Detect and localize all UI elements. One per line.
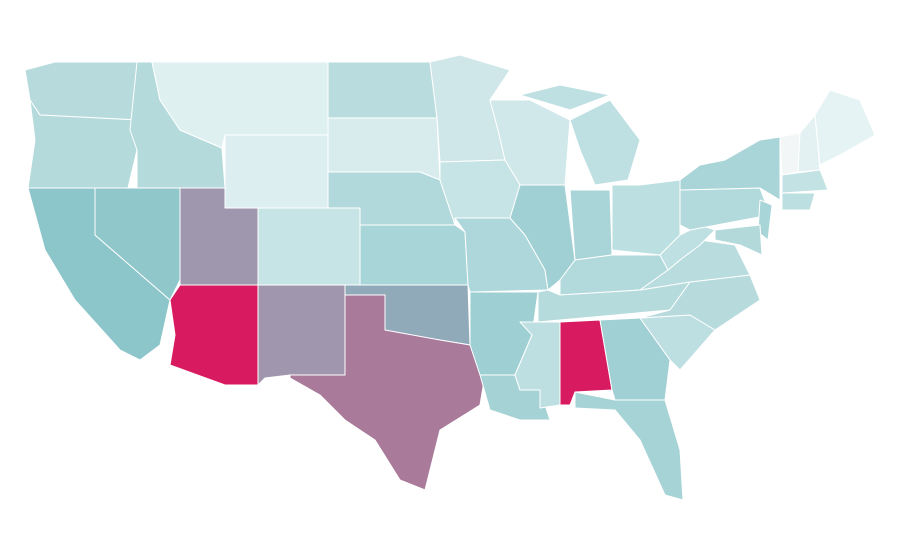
region	[569, 99, 641, 186]
region	[611, 179, 681, 256]
region	[781, 192, 816, 211]
region	[224, 134, 329, 209]
region	[327, 61, 438, 119]
region	[659, 224, 716, 271]
region	[679, 187, 771, 231]
region	[169, 284, 259, 386]
region	[779, 132, 801, 176]
region	[439, 159, 521, 226]
region	[359, 224, 469, 286]
region	[27, 99, 138, 189]
region	[257, 207, 361, 286]
region	[574, 391, 684, 501]
region	[327, 117, 441, 181]
region	[257, 284, 346, 386]
region	[24, 61, 138, 121]
region	[781, 169, 829, 194]
region	[757, 199, 773, 241]
region	[714, 224, 763, 256]
region	[289, 294, 486, 491]
region	[814, 89, 876, 166]
region	[569, 189, 613, 261]
region	[519, 84, 611, 111]
